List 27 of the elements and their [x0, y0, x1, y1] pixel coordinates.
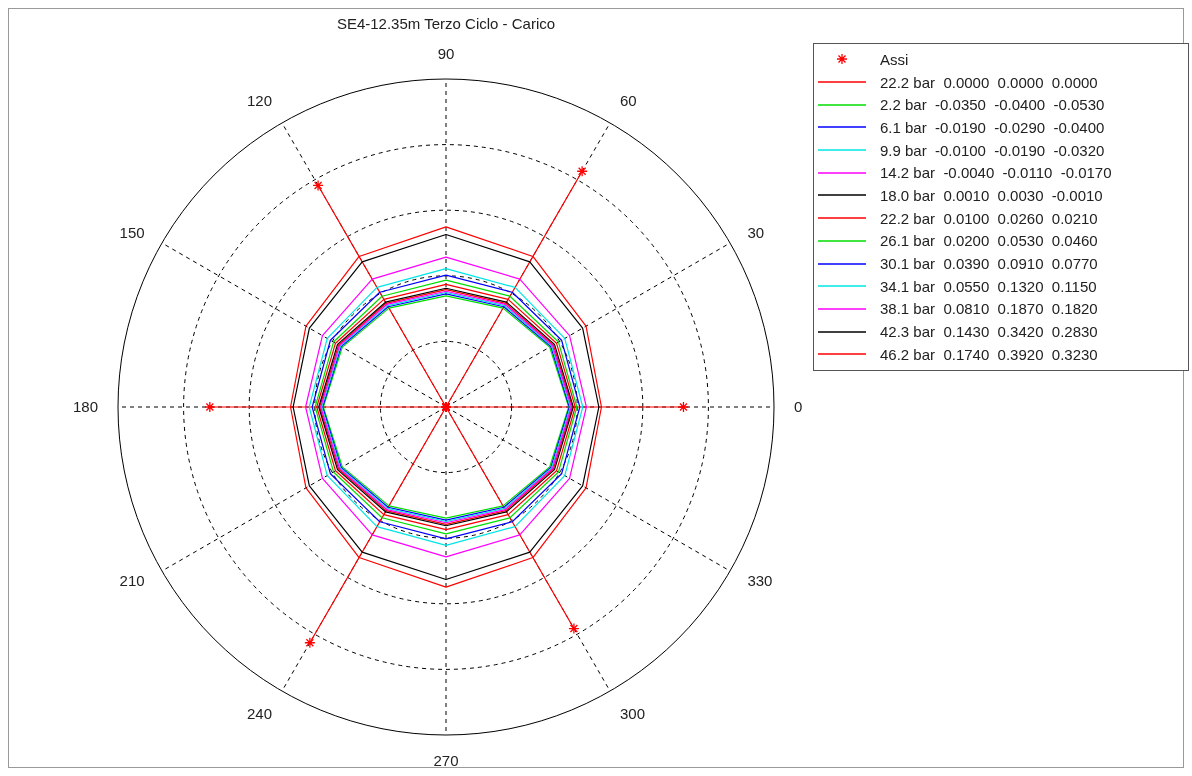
- legend-label: Assi: [880, 50, 909, 68]
- spoke-label: 60: [620, 91, 637, 109]
- legend-label: 18.0 bar 0.0010 0.0030 -0.0010: [880, 186, 1103, 204]
- spoke-label: 150: [119, 224, 145, 242]
- legend-label: 14.2 bar -0.0040 -0.0110 -0.0170: [880, 164, 1112, 182]
- legend-label: 2.2 bar -0.0350 -0.0400 -0.0530: [880, 96, 1105, 114]
- chart-title: SE4-12.35m Terzo Ciclo - Carico: [335, 15, 557, 32]
- legend-label: 22.2 bar 0.0100 0.0260 0.0210: [880, 209, 1098, 227]
- spoke-label: 180: [72, 398, 98, 416]
- spoke-label: 30: [747, 224, 765, 242]
- legend-label: 22.2 bar 0.0000 0.0000 0.0000: [880, 73, 1098, 91]
- legend-label: 46.2 bar 0.1740 0.3920 0.3230: [880, 345, 1098, 363]
- legend-label: 42.3 bar 0.1430 0.3420 0.2830: [880, 323, 1098, 341]
- legend-label: 30.1 bar 0.0390 0.0910 0.0770: [880, 255, 1098, 273]
- spoke-label: 300: [620, 705, 646, 723]
- spoke-label: 210: [119, 572, 145, 590]
- spoke-label: 330: [747, 572, 773, 590]
- spoke-label: 120: [246, 91, 272, 109]
- legend-label: 6.1 bar -0.0190 -0.0290 -0.0400: [880, 118, 1105, 136]
- spoke-label: 270: [433, 751, 459, 769]
- legend-label: 26.1 bar 0.0200 0.0530 0.0460: [880, 232, 1098, 250]
- legend-label: 9.9 bar -0.0100 -0.0190 -0.0320: [880, 141, 1105, 159]
- spoke-label: 240: [246, 705, 272, 723]
- legend-label: 38.1 bar 0.0810 0.1870 0.1820: [880, 300, 1098, 318]
- spoke-label: 0: [794, 398, 803, 416]
- spoke-label: 90: [437, 45, 455, 62]
- legend-label: 34.1 bar 0.0550 0.1320 0.1150: [880, 277, 1097, 295]
